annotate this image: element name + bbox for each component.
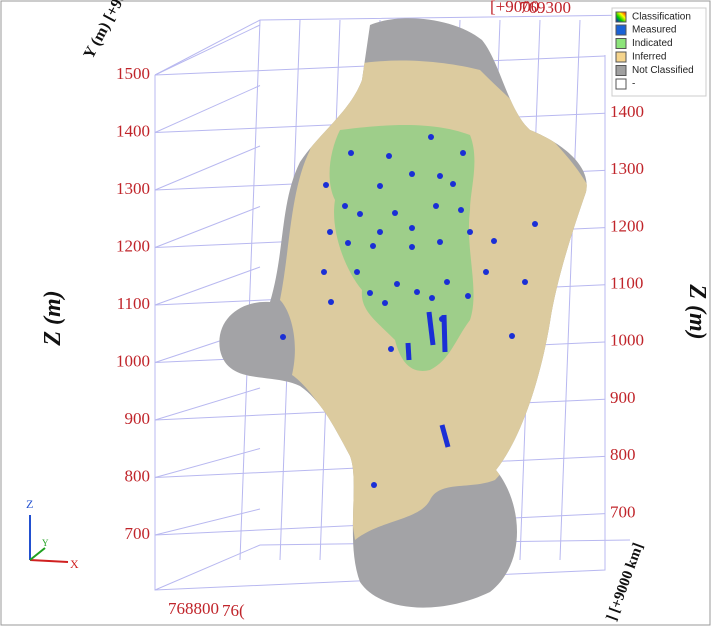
drillhole-point (354, 269, 360, 275)
grid-line (559, 19, 581, 561)
x-tick-label: [+9000 (490, 0, 539, 16)
z-tick-label: 1000 (116, 351, 150, 370)
drillhole-point (342, 203, 348, 209)
legend: Classification Measured Indicated Inferred… (611, 7, 707, 97)
drillhole-point (370, 243, 376, 249)
legend-swatch (615, 51, 627, 63)
grid-line (154, 24, 261, 76)
z-axis-title: Z (m) (40, 290, 66, 346)
x-tick-label: 768800 (168, 599, 219, 618)
triad: Z Y X (26, 497, 79, 571)
grid-line (154, 266, 261, 306)
z-tick-label: 1000 (610, 331, 644, 350)
drillhole-point (437, 239, 443, 245)
grid-line (154, 508, 261, 536)
legend-icon (615, 11, 627, 23)
drillhole-point (328, 299, 334, 305)
drillhole-point (392, 210, 398, 216)
drillhole-point (429, 295, 435, 301)
drillhole-point (377, 229, 383, 235)
drillhole-point (409, 244, 415, 250)
drillhole-point (371, 482, 377, 488)
x-tick-label: 76( (222, 601, 245, 620)
z-tick-label: 900 (610, 388, 636, 407)
drillhole-point (345, 240, 351, 246)
z-axis-title: Z (m) (684, 283, 710, 339)
x-tick-label: 769300 (520, 0, 571, 17)
drillhole-point (357, 211, 363, 217)
grid-line (239, 19, 261, 561)
z-tick-label: 1300 (116, 179, 150, 198)
drillhole-point (414, 289, 420, 295)
drillhole-point (367, 290, 373, 296)
drillhole-point (532, 221, 538, 227)
drillhole-point (465, 293, 471, 299)
drillhole-point (483, 269, 489, 275)
legend-label: Inferred (632, 52, 666, 63)
triad-z: Z (26, 497, 33, 511)
z-tick-label: 1200 (610, 216, 644, 235)
z-tick-label: 700 (610, 502, 636, 521)
triad-y: Y (42, 538, 49, 548)
drillhole-point (522, 279, 528, 285)
drillhole-point (491, 238, 497, 244)
drillhole-point (323, 182, 329, 188)
drillhole-point (509, 333, 515, 339)
legend-label: Measured (632, 25, 676, 36)
drillhole-point (437, 173, 443, 179)
legend-title: Classification (632, 12, 691, 23)
drillhole-point (394, 281, 400, 287)
drillhole-trace (405, 342, 412, 361)
drillhole-point (388, 346, 394, 352)
grid-line (154, 85, 261, 133)
drillhole-point (327, 229, 333, 235)
z-tick-label: 800 (125, 466, 151, 485)
drillhole-trace (441, 314, 448, 353)
drillhole-point (321, 269, 327, 275)
drillhole-point (409, 171, 415, 177)
drillhole-point (450, 181, 456, 187)
drillhole-point (433, 203, 439, 209)
drillhole-trace (439, 424, 451, 448)
drillhole-point (382, 300, 388, 306)
legend-label: - (632, 79, 635, 90)
z-tick-label: 1500 (116, 64, 150, 83)
grid-line (154, 387, 261, 421)
drillholes (280, 134, 538, 488)
z-tick-label: 1200 (116, 236, 150, 255)
drillhole-point (409, 225, 415, 231)
legend-swatch (615, 65, 627, 76)
z-tick-label: 800 (610, 445, 636, 464)
grid-line (154, 448, 261, 478)
drillhole-point (280, 334, 286, 340)
drillhole-point (386, 153, 392, 159)
z-tick-label: 900 (125, 409, 151, 428)
legend-swatch (615, 78, 627, 90)
drillhole-point (458, 207, 464, 213)
legend-box (611, 7, 707, 97)
z-tick-label: 1100 (610, 274, 643, 293)
z-tick-label: 1400 (610, 102, 644, 121)
drillhole-point (428, 134, 434, 140)
drillhole-trace (426, 311, 436, 346)
legend-label: Indicated (632, 38, 673, 49)
z-tick-label: 1300 (610, 159, 644, 178)
triad-x: X (70, 557, 79, 571)
z-tick-label: 700 (125, 524, 151, 543)
drillhole-point (348, 150, 354, 156)
drillhole-point (377, 183, 383, 189)
legend-label: Not Classified (632, 65, 694, 76)
legend-swatch (615, 38, 627, 49)
z-tick-label: 1100 (117, 294, 150, 313)
drillhole-point (467, 229, 473, 235)
drillhole-point (444, 279, 450, 285)
grid-line (154, 206, 261, 248)
legend-swatch (615, 24, 627, 36)
z-tick-label: 1400 (116, 121, 150, 140)
drillhole-point (460, 150, 466, 156)
grid-line (154, 145, 261, 191)
